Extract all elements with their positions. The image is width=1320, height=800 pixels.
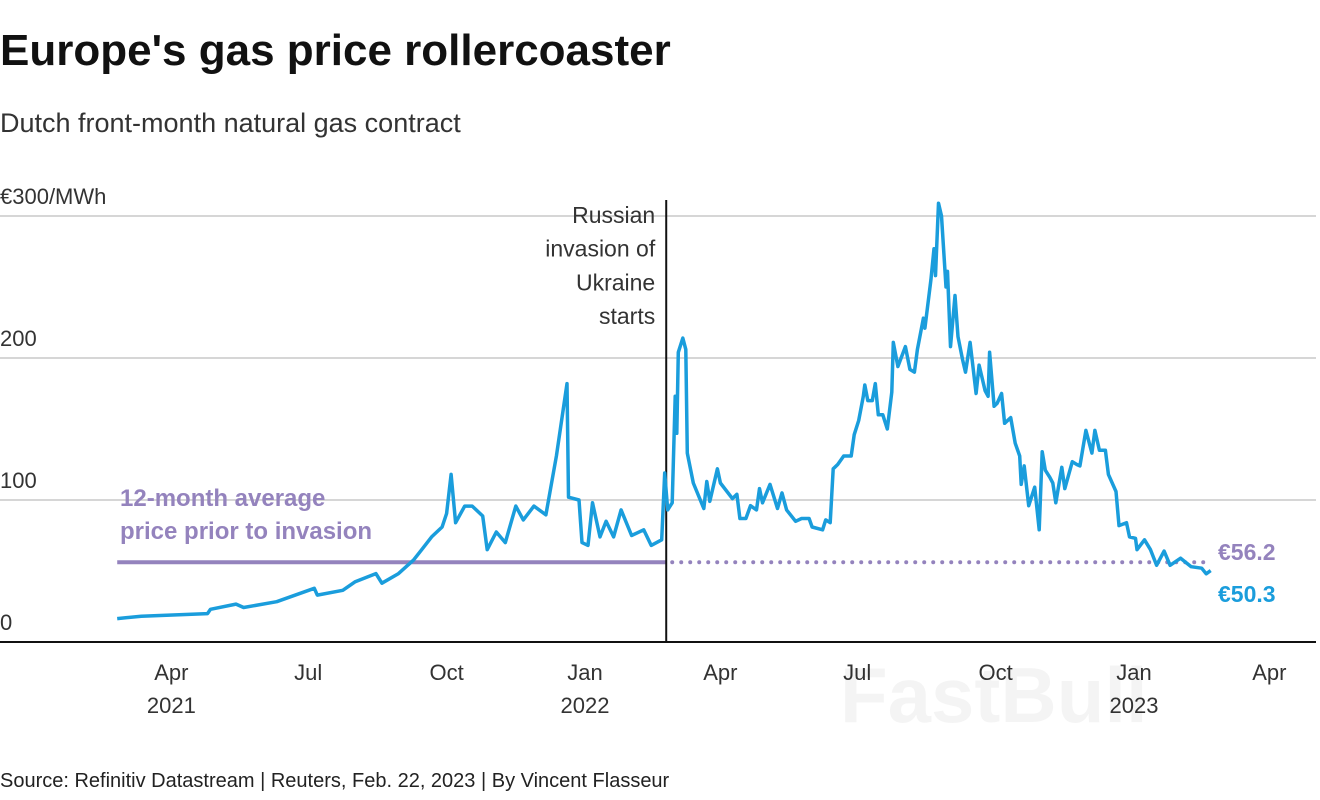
- invasion-label: invasion of: [545, 236, 656, 262]
- price-series-line: [117, 201, 1212, 621]
- invasion-label: Ukraine: [576, 269, 655, 295]
- x-tick-label: Jan: [567, 660, 602, 685]
- source-note: Source: Refinitiv Datastream | Reuters, …: [0, 770, 670, 792]
- gridlines: [0, 215, 1316, 501]
- x-tick-label: Oct: [979, 660, 1013, 685]
- x-axis-ticks: Apr 2021 Jul Oct Jan 2022 Apr Jul Oct Jan 2023 Apr: [147, 660, 1287, 718]
- x-tick-label: Apr: [1252, 660, 1286, 685]
- x-tick-label: Jul: [294, 660, 322, 685]
- average-label: price prior to invasion: [120, 518, 372, 545]
- average-label: 12-month average: [120, 485, 325, 512]
- y-tick-label: €300/MWh: [0, 184, 106, 209]
- x-tick-label: Jan: [1116, 660, 1151, 685]
- x-tick-label: Jul: [843, 660, 871, 685]
- average-end-label: €56.2: [1218, 539, 1276, 565]
- x-tick-label: Apr: [703, 660, 737, 685]
- y-tick-label: 0: [0, 610, 12, 635]
- y-tick-label: 200: [0, 326, 37, 351]
- watermark: FastBull: [840, 651, 1148, 739]
- x-tick-label: Oct: [430, 660, 464, 685]
- chart-subtitle: Dutch front-month natural gas contract: [0, 108, 461, 138]
- y-axis-ticks: 0 100 200 €300/MWh: [0, 184, 106, 635]
- average-line-group: 12-month average price prior to invasion: [117, 485, 1213, 565]
- x-tick-label: Apr: [154, 660, 188, 685]
- chart-title: Europe's gas price rollercoaster: [0, 26, 671, 75]
- x-tick-year: 2021: [147, 693, 196, 718]
- invasion-label: starts: [599, 303, 655, 329]
- x-tick-year: 2022: [561, 693, 610, 718]
- invasion-label: Russian: [572, 202, 655, 228]
- invasion-annotation: Russian invasion of Ukraine starts: [545, 200, 668, 642]
- y-tick-label: 100: [0, 468, 37, 493]
- x-tick-year: 2023: [1110, 693, 1159, 718]
- series-end-label: €50.3: [1218, 581, 1276, 607]
